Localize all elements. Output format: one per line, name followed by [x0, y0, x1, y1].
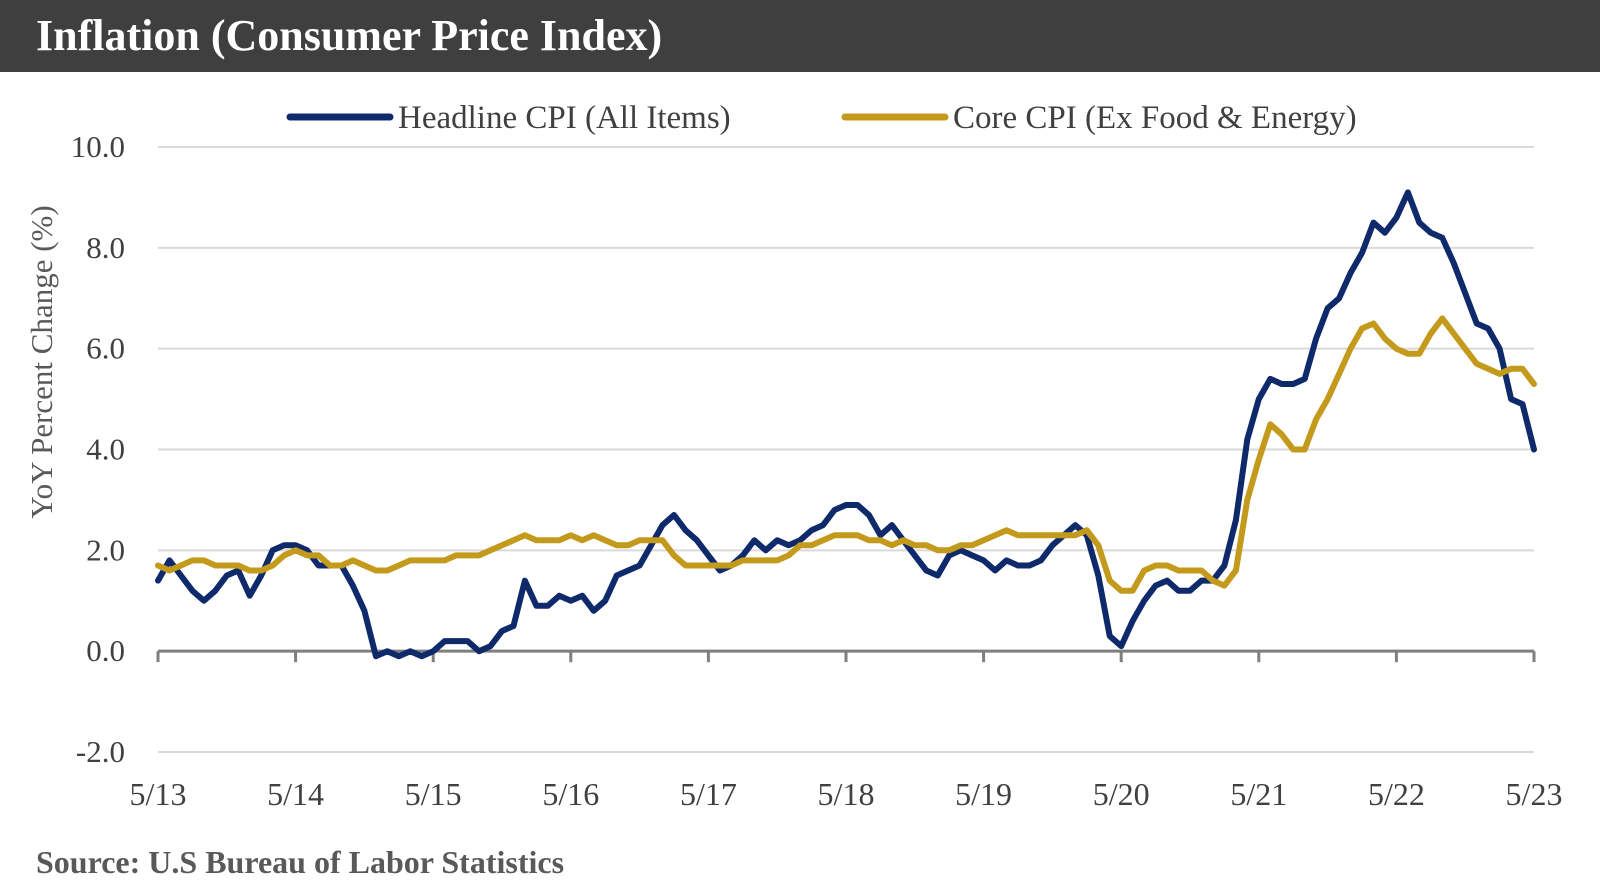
y-tick-label: 0.0: [86, 633, 125, 668]
x-tick-label: 5/23: [1506, 776, 1563, 812]
series-line-headline-cpi: [155, 189, 1537, 660]
chart-title: Inflation (Consumer Price Index): [36, 11, 663, 60]
x-tick-label: 5/16: [542, 776, 599, 812]
y-tick-label: 8.0: [86, 230, 125, 265]
y-tick-label: 2.0: [86, 532, 125, 567]
cpi-line-chart: -2.0 0.0 2.0 4.0 6.0 8.0 10.0 5/13 5/14 5/15 5/16 5…: [24, 100, 1563, 812]
x-tick-label: 5/15: [405, 776, 462, 812]
axis-layer: -2.0 0.0 2.0 4.0 6.0 8.0 10.0 5/13 5/14 5/15 5/16 5…: [71, 129, 1563, 812]
title-bar: Inflation (Consumer Price Index): [0, 0, 1600, 72]
x-tick-label: 5/19: [955, 776, 1012, 812]
x-tick-label: 5/20: [1093, 776, 1150, 812]
legend: Headline CPI (All Items) Core CPI (Ex Foo…: [286, 100, 1357, 136]
x-tick-label: 5/17: [680, 776, 737, 812]
legend-label: Headline CPI (All Items): [398, 100, 731, 136]
series-layer: [155, 189, 1537, 660]
y-axis-label: YoY Percent Change (%): [24, 205, 59, 518]
legend-label: Core CPI (Ex Food & Energy): [953, 100, 1357, 136]
y-tick-label: 6.0: [86, 331, 125, 366]
y-tick-label: 4.0: [86, 432, 125, 467]
x-tick-label: 5/14: [267, 776, 324, 812]
x-tick-label: 5/21: [1230, 776, 1287, 812]
source-note: Source: U.S Bureau of Labor Statistics: [36, 844, 565, 880]
y-tick-label: 10.0: [71, 129, 125, 164]
y-tick-label: -2.0: [76, 734, 125, 769]
x-tick-label: 5/22: [1368, 776, 1425, 812]
x-tick-label: 5/18: [818, 776, 875, 812]
grid-layer: [158, 146, 1534, 753]
x-tick-label: 5/13: [130, 776, 187, 812]
series-line-core-cpi: [155, 315, 1537, 594]
